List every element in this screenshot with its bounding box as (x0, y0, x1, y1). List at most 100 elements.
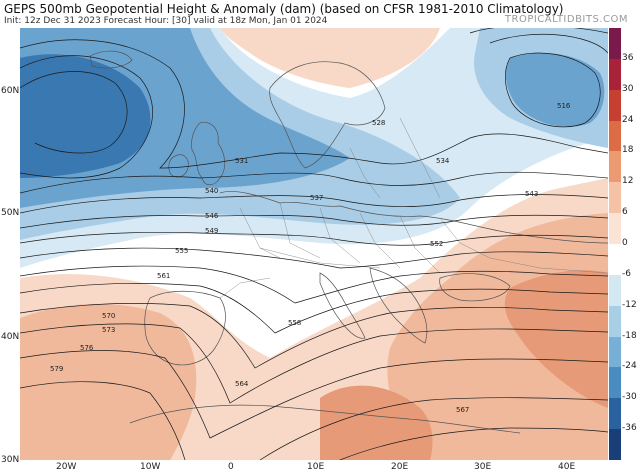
header: GEPS 500mb Geopotential Height & Anomaly… (0, 0, 640, 28)
contour-line (20, 194, 608, 214)
map-svg: 516 528 531 534 537 540 543 546 549 552 … (20, 28, 608, 460)
colorbar-segment (609, 28, 621, 60)
colorbar-tick-label: 0 (622, 238, 628, 248)
iberia-outline (144, 290, 226, 366)
contour-line (20, 265, 608, 304)
colorbar-tick-label: -6 (622, 268, 631, 279)
negative-anomaly-strong (20, 54, 151, 178)
colorbar-tick-label: -18 (622, 330, 637, 341)
contour-labels: 516 528 531 534 537 540 543 546 549 552 … (50, 102, 571, 414)
anomaly-colorbar (609, 28, 621, 461)
colorbar-segment (609, 89, 621, 122)
colorbar-tick-label: -12 (622, 299, 637, 310)
contour-line (20, 381, 186, 460)
lat-label-40n: 40N (1, 332, 20, 342)
contour-line (339, 427, 608, 460)
map-title: GEPS 500mb Geopotential Height & Anomaly… (4, 2, 564, 16)
colorbar-segment (609, 151, 621, 183)
colorbar-tick-label: 12 (622, 176, 634, 187)
contour-line (20, 71, 128, 154)
colorbar-segment (609, 213, 621, 245)
contour-line (20, 283, 608, 334)
height-contours (20, 28, 608, 460)
lon-label-30e: 30E (474, 462, 492, 472)
colorbar-tick-label: 18 (622, 145, 634, 156)
negative-anomaly-northeast-core (505, 53, 605, 127)
lon-label-10w: 10W (140, 462, 161, 472)
colorbar-segment (609, 429, 621, 461)
credit-label: TROPICALTIDBITS.COM (504, 14, 628, 25)
iceland-outline (89, 50, 133, 69)
contour-label-555: 555 (175, 247, 188, 255)
border-line (279, 202, 321, 259)
britain-outline (191, 122, 226, 186)
contour-line (20, 55, 153, 179)
colorbar-segment (609, 398, 621, 430)
lon-label-0: 0 (228, 462, 234, 472)
contour-line (469, 28, 608, 34)
contour-label-543: 543 (525, 190, 538, 198)
border-line (349, 147, 381, 199)
contour-label-579: 579 (50, 365, 63, 373)
lon-label-40e: 40E (558, 462, 576, 472)
border-line (219, 277, 271, 299)
colorbar-segment (609, 274, 621, 307)
positive-anomaly-east-core (504, 270, 608, 408)
contour-line (20, 303, 608, 369)
map-subtitle: Init: 12z Dec 31 2023 Forecast Hour: [30… (4, 16, 328, 26)
lon-label-20e: 20E (391, 462, 409, 472)
lon-label-10e: 10E (307, 462, 325, 472)
map-canvas[interactable]: 516 528 531 534 537 540 543 546 549 552 … (20, 28, 608, 460)
contour-label-552: 552 (430, 240, 443, 248)
contour-label-540: 540 (205, 187, 218, 195)
contour-label-546: 546 (205, 212, 219, 220)
contour-label-567: 567 (456, 406, 469, 414)
colorbar-tick-label: 36 (622, 52, 634, 63)
colorbar-tick-label: 24 (622, 114, 634, 125)
positive-anomaly-northwest (220, 28, 440, 88)
contour-line (489, 33, 608, 54)
colorbar-segment (609, 305, 621, 338)
colorbar-tick-label: 30 (622, 83, 634, 94)
scandinavia-outline (269, 61, 386, 169)
contour-line (20, 247, 608, 269)
lon-label-20w: 20W (56, 462, 77, 472)
contour-label-528: 528 (372, 119, 385, 127)
contour-label-531: 531 (235, 157, 248, 165)
colorbar-segment (609, 182, 621, 214)
colorbar-tick-label: -24 (622, 361, 637, 372)
contour-line (20, 39, 608, 169)
positive-anomaly-mediterranean (320, 385, 433, 460)
colorbar-segment (609, 244, 621, 276)
contour-label-561: 561 (157, 272, 170, 280)
colorbar-segment (609, 120, 621, 152)
lat-label-30n: 30N (1, 455, 20, 465)
contour-line (259, 397, 608, 460)
contour-label-573: 573 (102, 326, 115, 334)
border-line (489, 257, 608, 274)
colorbar-segment (609, 367, 621, 399)
contour-line (20, 231, 608, 246)
italy-outline (319, 272, 366, 339)
colorbar-segment (609, 336, 621, 368)
lat-label-60n: 60N (1, 86, 20, 96)
contour-label-576: 576 (80, 344, 94, 352)
contour-label-564: 564 (235, 380, 249, 388)
black-sea-outline (439, 273, 511, 302)
border-line (399, 117, 441, 199)
colorbar-segment (609, 58, 621, 91)
contour-label-558: 558 (288, 319, 301, 327)
positive-anomaly-southwest (20, 303, 197, 460)
colorbar-tick-label: -36 (622, 423, 637, 434)
contour-label-570: 570 (102, 312, 115, 320)
contour-line (505, 52, 601, 128)
contour-label-549: 549 (205, 227, 218, 235)
border-line (399, 215, 441, 274)
contour-line (20, 214, 608, 229)
colorbar-tick-label: -30 (622, 392, 637, 403)
balkans-outline (369, 267, 428, 344)
lat-label-50n: 50N (1, 208, 20, 218)
contour-label-516: 516 (557, 102, 571, 110)
contour-line (20, 171, 608, 194)
border-line (439, 217, 491, 259)
